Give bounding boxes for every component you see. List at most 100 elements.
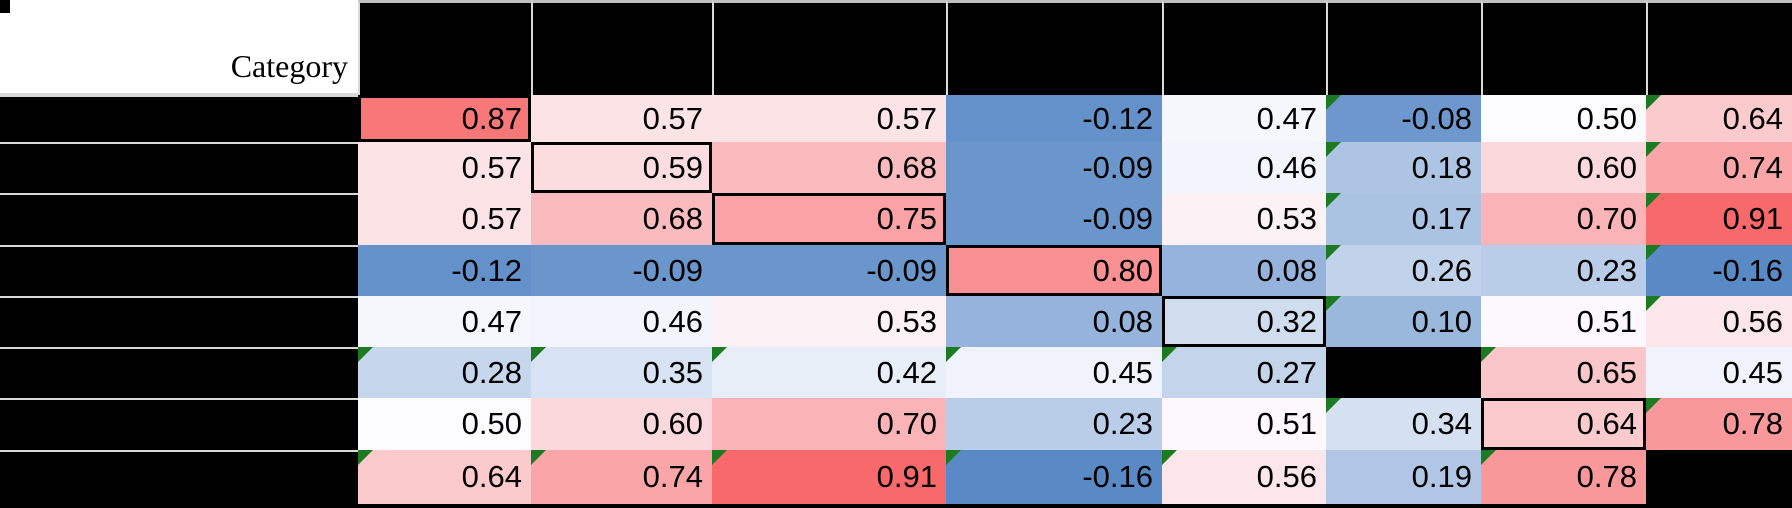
matrix-cell[interactable]: 0.64: [1481, 398, 1646, 450]
matrix-cell[interactable]: 0.46: [1162, 142, 1326, 193]
matrix-cell[interactable]: -0.16: [946, 450, 1162, 504]
column-header-cell-redacted[interactable]: [1646, 0, 1792, 95]
matrix-cell[interactable]: 0.57: [712, 95, 946, 142]
matrix-cell[interactable]: 0.08: [946, 296, 1162, 347]
matrix-cell[interactable]: 0.18: [1326, 142, 1481, 193]
row-label-cell-redacted[interactable]: [0, 193, 358, 245]
matrix-cell[interactable]: -0.09: [531, 245, 712, 296]
cell-value: 0.51: [1256, 406, 1317, 441]
row-label-cell-redacted[interactable]: [0, 347, 358, 398]
matrix-cell[interactable]: 0.45: [1646, 347, 1792, 398]
matrix-cell[interactable]: 0.56: [1162, 450, 1326, 504]
matrix-cell[interactable]: -0.12: [358, 245, 531, 296]
matrix-cell[interactable]: 0.50: [358, 398, 531, 450]
matrix-cell[interactable]: 0.74: [1646, 142, 1792, 193]
matrix-cell[interactable]: 0.91: [712, 450, 946, 504]
matrix-cell[interactable]: 0.17: [1326, 193, 1481, 245]
matrix-cell[interactable]: 0.64: [1646, 95, 1792, 142]
matrix-cell[interactable]: 0.60: [531, 398, 712, 450]
matrix-cell[interactable]: 0.19: [1326, 450, 1481, 504]
matrix-cell[interactable]: 0.46: [531, 296, 712, 347]
matrix-cell[interactable]: -0.09: [712, 245, 946, 296]
error-indicator-icon: [1646, 296, 1661, 311]
column-header-cell-redacted[interactable]: [1326, 0, 1481, 95]
error-indicator-icon: [531, 347, 546, 362]
matrix-cell[interactable]: -0.16: [1646, 245, 1792, 296]
corner-header-cell[interactable]: Category: [0, 0, 358, 95]
matrix-cell[interactable]: -0.08: [1326, 95, 1481, 142]
matrix-cell[interactable]: 0.23: [1481, 245, 1646, 296]
matrix-cell[interactable]: 0.75: [712, 193, 946, 245]
matrix-cell[interactable]: 0.60: [1481, 142, 1646, 193]
matrix-cell[interactable]: 0.35: [531, 347, 712, 398]
matrix-cell[interactable]: 0.70: [1481, 193, 1646, 245]
matrix-cell[interactable]: 0.53: [1162, 193, 1326, 245]
cell-value: 0.50: [1576, 100, 1637, 136]
error-indicator-icon: [1646, 193, 1661, 208]
matrix-cell[interactable]: 0.74: [531, 450, 712, 504]
matrix-cell[interactable]: 0.87: [358, 95, 531, 142]
error-indicator-icon: [946, 450, 961, 465]
matrix-cell[interactable]: -0.09: [946, 193, 1162, 245]
cell-value: 0.17: [1411, 201, 1472, 236]
row-label-cell-redacted[interactable]: [0, 296, 358, 347]
matrix-cell[interactable]: 0.34: [1326, 398, 1481, 450]
matrix-cell[interactable]: 0.57: [358, 142, 531, 193]
matrix-cell[interactable]: 0.45: [946, 347, 1162, 398]
column-header-cell-redacted[interactable]: [1162, 0, 1326, 95]
matrix-cell[interactable]: -0.12: [946, 95, 1162, 142]
cell-value: 0.08: [1092, 303, 1153, 339]
column-header-cell-redacted[interactable]: [358, 0, 531, 95]
error-indicator-icon: [712, 450, 727, 465]
matrix-cell[interactable]: 0.57: [358, 193, 531, 245]
matrix-cell[interactable]: 0.47: [1162, 95, 1326, 142]
matrix-cell[interactable]: 0.80: [946, 245, 1162, 296]
matrix-cell[interactable]: 0.57: [531, 95, 712, 142]
matrix-cell[interactable]: 0.78: [1646, 398, 1792, 450]
row-label-cell-redacted[interactable]: [0, 398, 358, 450]
row-label-cell-redacted[interactable]: [0, 450, 358, 504]
row-label-cell-redacted[interactable]: [0, 142, 358, 193]
redacted-matrix-cell[interactable]: [1326, 347, 1481, 398]
cell-value: -0.12: [451, 252, 522, 288]
matrix-cell[interactable]: 0.56: [1646, 296, 1792, 347]
row-label-cell-redacted[interactable]: [0, 95, 358, 142]
error-indicator-icon: [1326, 193, 1341, 208]
matrix-cell[interactable]: 0.51: [1481, 296, 1646, 347]
matrix-cell[interactable]: 0.78: [1481, 450, 1646, 504]
matrix-cell[interactable]: 0.10: [1326, 296, 1481, 347]
error-indicator-icon: [1646, 398, 1661, 413]
matrix-cell[interactable]: 0.26: [1326, 245, 1481, 296]
matrix-cell[interactable]: 0.42: [712, 347, 946, 398]
matrix-cell[interactable]: 0.32: [1162, 296, 1326, 347]
column-header-cell-redacted[interactable]: [946, 0, 1162, 95]
column-header-cell-redacted[interactable]: [531, 0, 712, 95]
matrix-cell[interactable]: -0.09: [946, 142, 1162, 193]
cell-value: 0.70: [876, 406, 937, 441]
matrix-cell[interactable]: 0.64: [358, 450, 531, 504]
matrix-cell[interactable]: 0.70: [712, 398, 946, 450]
matrix-cell[interactable]: 0.47: [358, 296, 531, 347]
table-bottom-border: [0, 504, 1792, 508]
matrix-cell[interactable]: 0.08: [1162, 245, 1326, 296]
cell-value: 0.23: [1576, 252, 1637, 288]
matrix-cell[interactable]: 0.59: [531, 142, 712, 193]
column-header-cell-redacted[interactable]: [1481, 0, 1646, 95]
row-label-cell-redacted[interactable]: [0, 245, 358, 296]
column-header-cell-redacted[interactable]: [712, 0, 946, 95]
error-indicator-icon: [1326, 296, 1341, 311]
matrix-cell[interactable]: 0.65: [1481, 347, 1646, 398]
matrix-cell[interactable]: 0.28: [358, 347, 531, 398]
matrix-cell[interactable]: 0.50: [1481, 95, 1646, 142]
matrix-cell[interactable]: 0.68: [712, 142, 946, 193]
matrix-cell[interactable]: 0.91: [1646, 193, 1792, 245]
matrix-cell[interactable]: 0.51: [1162, 398, 1326, 450]
matrix-cell[interactable]: 0.53: [712, 296, 946, 347]
matrix-cell[interactable]: 0.23: [946, 398, 1162, 450]
matrix-cell[interactable]: 0.68: [531, 193, 712, 245]
matrix-cell[interactable]: 0.27: [1162, 347, 1326, 398]
redacted-matrix-cell[interactable]: [1646, 450, 1792, 504]
cell-value: 0.57: [461, 149, 522, 185]
cell-value: 0.75: [876, 201, 937, 236]
